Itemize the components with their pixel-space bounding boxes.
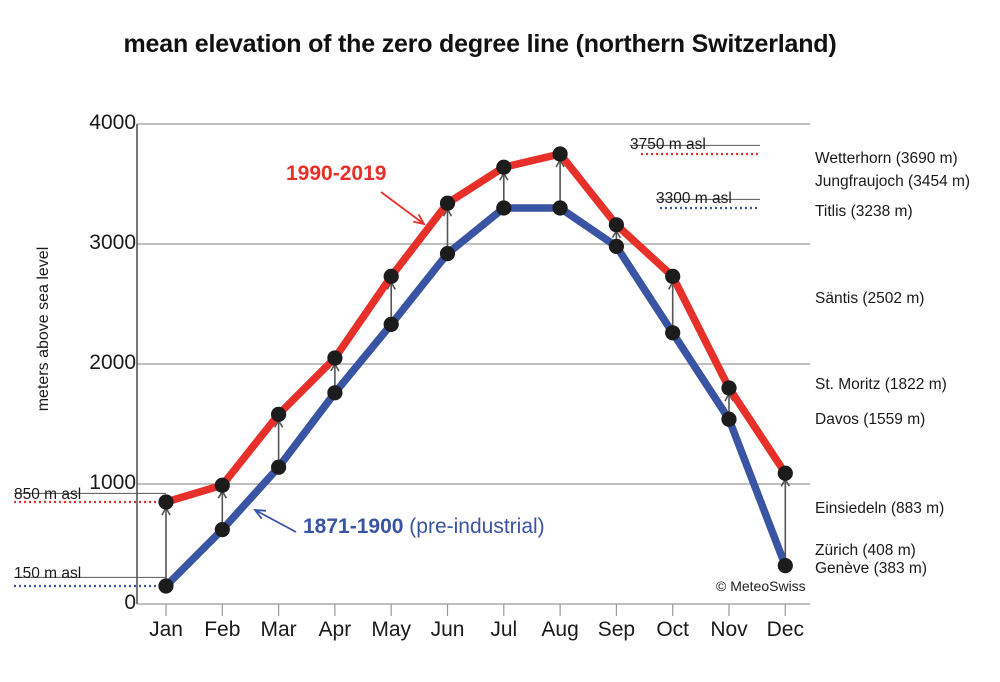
x-tick-label: Jan — [149, 618, 183, 641]
y-tick-label: 0 — [124, 591, 136, 614]
x-tick-label: Sep — [597, 618, 636, 641]
legend-label-1990-2019: 1990-2019 — [286, 162, 387, 185]
x-tick-label: Apr — [318, 618, 352, 641]
reference-location-label: Titlis (3238 m) — [815, 203, 913, 220]
reference-location-label: Jungfraujoch (3454 m) — [815, 173, 971, 190]
x-tick-label: Dec — [766, 618, 804, 641]
x-tick-label: Oct — [656, 618, 690, 641]
annotation-850-label: 850 m asl — [14, 486, 82, 503]
x-tick-label: Feb — [204, 618, 241, 641]
y-tick-label: 2000 — [89, 351, 136, 374]
reference-location-label: Säntis (2502 m) — [815, 290, 925, 307]
reference-location-label: Wetterhorn (3690 m) — [815, 150, 958, 167]
x-tick-label: Jun — [430, 618, 465, 641]
x-tick-label: Mar — [260, 618, 297, 641]
y-tick-label: 3000 — [89, 231, 136, 254]
legend-callout-arrows — [253, 191, 426, 533]
y-tick-label: 1000 — [89, 471, 136, 494]
copyright-notice: © MeteoSwiss — [716, 578, 806, 594]
reference-location-label: Zürich (408 m) — [815, 542, 916, 559]
reference-location-label: Einsiedeln (883 m) — [815, 500, 945, 517]
page-title: mean elevation of the zero degree line (… — [123, 30, 837, 58]
annotation-150-label: 150 m asl — [14, 565, 82, 582]
y-tick-label: 4000 — [89, 111, 136, 134]
annotation-3750-label: 3750 m asl — [630, 136, 706, 153]
legend-historic-suffix: (pre-industrial) — [409, 515, 545, 538]
x-tick-label: Jul — [490, 618, 518, 641]
x-tick-label: May — [371, 618, 412, 641]
reference-dotted-lines — [14, 144, 760, 588]
legend-historic-period: 1871-1900 — [303, 515, 404, 538]
x-tick-label: Nov — [710, 618, 748, 641]
data-series — [162, 150, 790, 590]
gridlines — [137, 123, 810, 605]
x-axis-ticks — [165, 604, 786, 616]
reference-location-label: Davos (1559 m) — [815, 411, 926, 428]
x-tick-label: Aug — [541, 618, 579, 641]
annotation-3300-label: 3300 m asl — [656, 190, 732, 207]
legend-label-1871-1900: 1871-1900 (pre-industrial) — [303, 515, 545, 539]
reference-location-label: Genève (383 m) — [815, 560, 927, 577]
reference-location-label: St. Moritz (1822 m) — [815, 376, 947, 393]
data-point-markers — [158, 146, 793, 594]
